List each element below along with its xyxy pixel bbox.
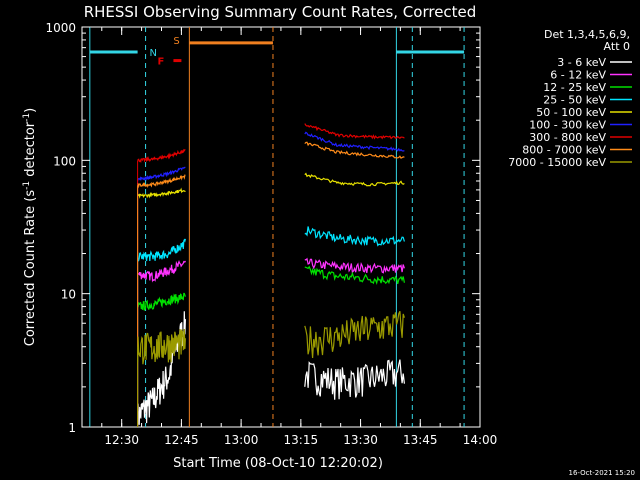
y-tick-label-1: 10 (61, 288, 76, 302)
legend-label-6: 100 - 300 keV (529, 119, 606, 132)
y-tick-label-0: 1 (68, 421, 76, 435)
x-tick-label-0: 12:30 (104, 433, 139, 447)
legend-label-4: 25 - 50 keV (543, 94, 606, 107)
series-line-8-segment-1 (137, 174, 186, 189)
series-line-6-segment-1 (137, 166, 186, 182)
series-line-6-segment-2 (304, 131, 405, 152)
orbit-overlays (89, 27, 465, 427)
flag-label-night: N (150, 48, 157, 59)
legend-label-9: 7000 - 15000 keV (508, 156, 606, 169)
flag-layer: NFS (150, 36, 180, 68)
x-tick-label-4: 13:30 (343, 433, 378, 447)
series-layer (137, 123, 405, 428)
series-line-9-segment-1 (137, 328, 186, 365)
series-line-2-segment-1 (137, 260, 186, 283)
series-line-9-segment-2 (304, 310, 405, 359)
footer-date: 16-Oct-2021 15:20 (569, 469, 635, 477)
legend-label-2: 6 - 12 keV (550, 69, 606, 82)
y-tick-label-2: 100 (53, 154, 76, 168)
legend-label-5: 50 - 100 keV (536, 106, 606, 119)
series-line-5-segment-2 (304, 172, 405, 187)
plot-frame (81, 26, 481, 428)
y-axis-label: Corrected Count Rate (s-1 detector-1) (22, 108, 38, 346)
x-axis-label: Start Time (08-Oct-10 12:20:02) (173, 456, 383, 471)
legend-header-line-2: Att 0 (604, 40, 630, 53)
series-line-7-segment-1 (137, 148, 186, 164)
x-tick-label-3: 13:15 (284, 433, 319, 447)
series-line-7-segment-2 (304, 123, 405, 140)
x-tick-label-5: 13:45 (403, 433, 438, 447)
x-tick-label-6: 14:00 (463, 433, 498, 447)
flag-label-saa: S (173, 36, 179, 47)
series-line-2-segment-2 (304, 257, 405, 274)
series-line-3-segment-2 (304, 265, 405, 285)
series-line-4-segment-1 (137, 238, 186, 263)
y-tick-label-3: 1000 (45, 21, 76, 35)
legend-header-line-1: Det 1,3,4,5,6,9, (544, 28, 630, 41)
x-tick-label-2: 13:00 (224, 433, 259, 447)
x-tick-label-1: 12:45 (164, 433, 199, 447)
series-line-8-segment-2 (304, 141, 405, 159)
series-line-5-segment-1 (137, 187, 186, 199)
series-line-1-segment-2 (304, 359, 405, 400)
legend-label-8: 800 - 7000 keV (522, 144, 606, 157)
legend-label-7: 300 - 800 keV (529, 131, 606, 144)
series-line-1-segment-1 (137, 311, 186, 428)
series-line-3-segment-1 (137, 292, 186, 311)
axes-layer: 12:30 12:45 13:00 13:15 13:30 13:45 14:00 1 10 10… (45, 21, 497, 447)
flag-label-flare: F (158, 57, 165, 68)
legend-label-3: 12 - 25 keV (543, 81, 606, 94)
series-line-4-segment-2 (304, 226, 405, 247)
legend-label-1: 3 - 6 keV (557, 56, 606, 69)
chart-title: RHESSI Observing Summary Count Rates, Co… (84, 3, 477, 21)
